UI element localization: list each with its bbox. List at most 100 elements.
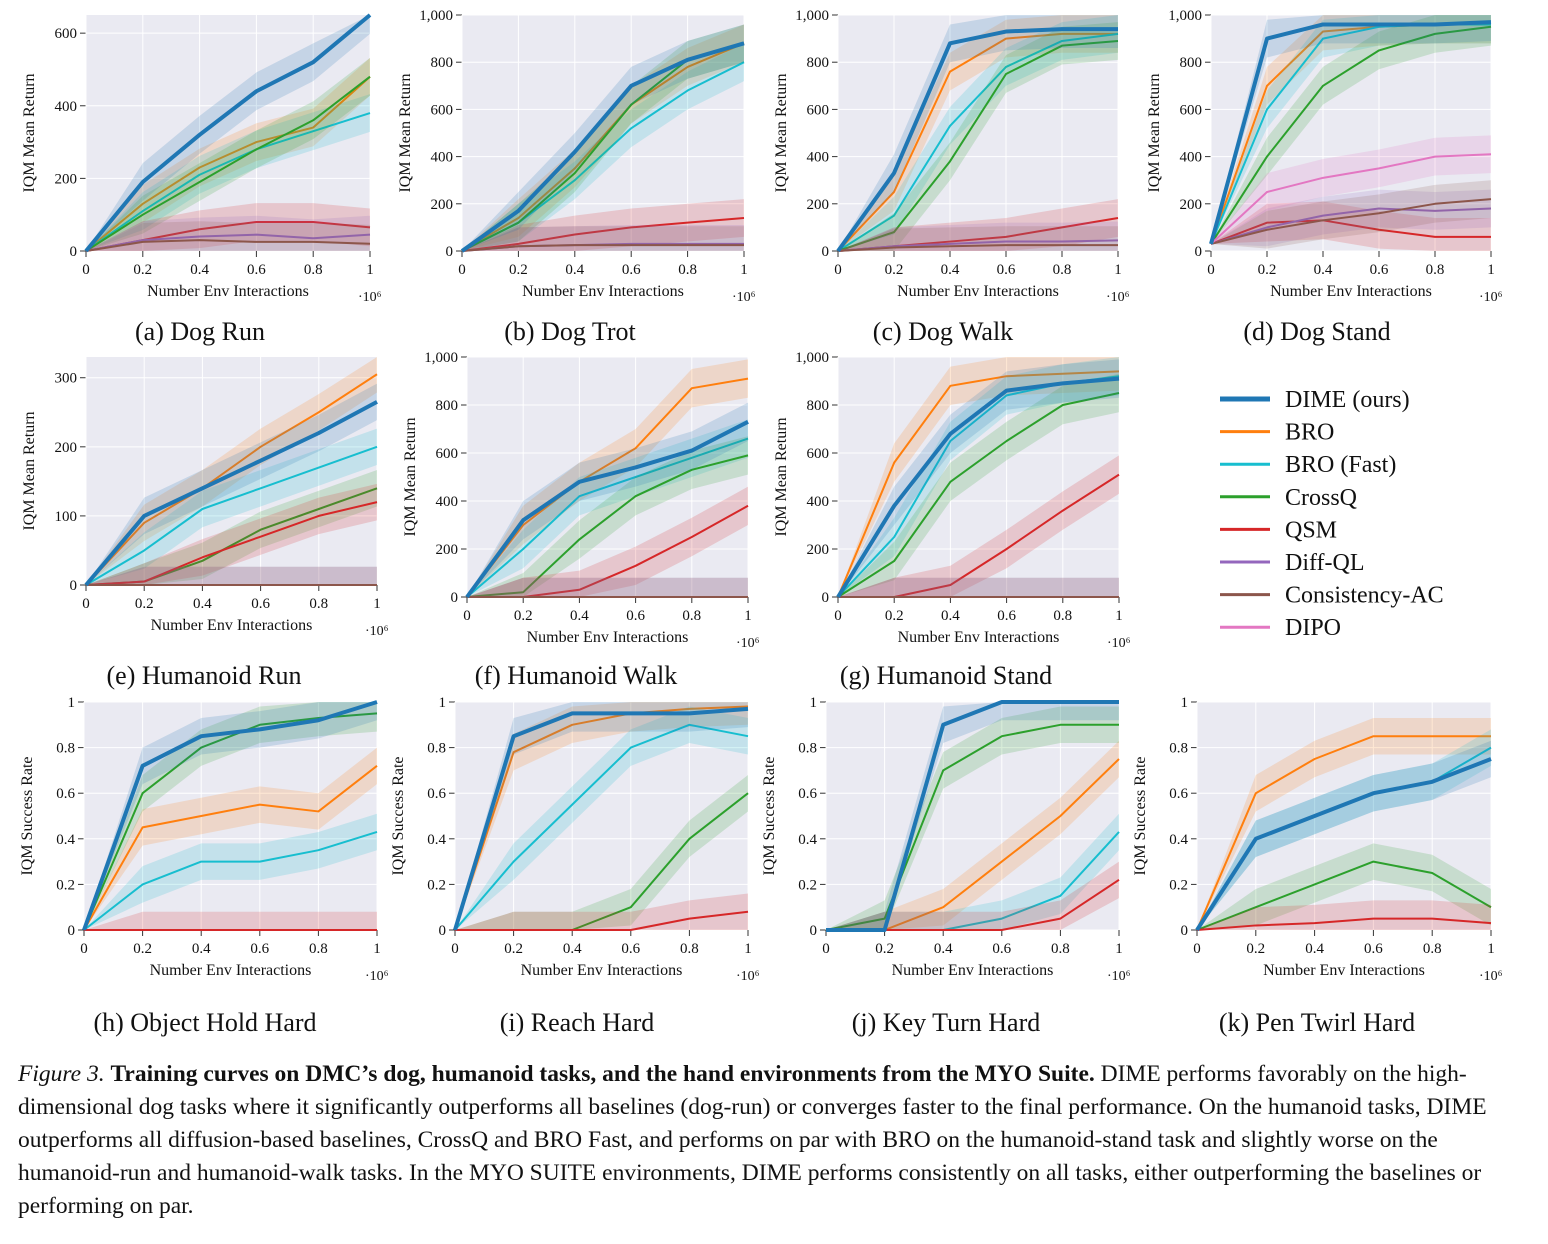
x-axis-label: Number Env Interactions: [521, 962, 683, 979]
series-line: [837, 39, 1119, 252]
series-band: [86, 357, 377, 585]
subplot-9: 0 0.2 0.4 0.6 0.8 1 0 0.2 0.4 0.6 0.8 1 Number Env I…: [390, 695, 760, 1037]
series-line: [1209, 20, 1492, 245]
x-tick-label: 0.4: [934, 941, 953, 957]
series-band: [1211, 189, 1491, 247]
x-axis-label: Number Env Interactions: [522, 283, 684, 300]
legend: DIME (ours) BRO BRO (Fast) CrossQ QSM Diff-QL…: [1220, 387, 1444, 641]
x-tick-label: 0.2: [133, 941, 152, 957]
y-axis-label: IQM Success Rate: [1132, 756, 1149, 875]
series-band: [838, 577, 1119, 597]
series-band: [86, 221, 370, 251]
series-band: [838, 15, 1118, 251]
series-band: [838, 455, 1119, 597]
x-axis-label: Number Env Interactions: [898, 629, 1060, 646]
y-tick-label: 400: [1180, 150, 1203, 166]
y-tick-label: 0: [70, 578, 78, 594]
y-tick-label: 400: [807, 150, 830, 166]
series-line: [85, 112, 371, 252]
x-axis-label: Number Env Interactions: [892, 962, 1054, 979]
series-band: [838, 221, 1118, 251]
series-line: [85, 373, 378, 586]
x-tick-label: 0: [463, 608, 471, 624]
series-line: [1210, 153, 1492, 245]
figure-number: Figure 3.: [18, 1061, 105, 1087]
x-tick-label: 0.2: [875, 941, 894, 957]
x-tick-label: 0: [834, 608, 842, 624]
series-band: [455, 702, 748, 930]
series-line: [84, 400, 378, 587]
x-axis-exponent: ·10⁶: [1479, 290, 1503, 305]
legend-label: CrossQ: [1285, 485, 1357, 511]
subplot-2: 0 200 400 600 800 1,000 0 0.2 0.4 0.6 0.8 1 Number E…: [397, 8, 756, 346]
x-tick-label: 0.4: [192, 941, 211, 957]
y-tick-label: 0: [1195, 244, 1203, 260]
x-tick-label: 0.6: [997, 262, 1016, 278]
series-line: [82, 700, 378, 931]
legend-label: Consistency-AC: [1285, 583, 1444, 609]
series-line: [465, 420, 749, 599]
y-tick-label: 0: [822, 590, 830, 606]
x-tick-label: 1: [1487, 941, 1495, 957]
y-tick-label: 1: [810, 695, 818, 711]
subplot-caption: (h) Object Hold Hard: [93, 1008, 316, 1037]
x-tick-label: 0.8: [678, 262, 697, 278]
y-axis-label: IQM Mean Return: [397, 73, 414, 192]
y-tick-label: 600: [807, 102, 830, 118]
y-tick-label: 0: [810, 923, 818, 939]
y-axis-label: IQM Success Rate: [19, 756, 36, 875]
x-tick-label: 0: [834, 262, 842, 278]
subplot-10: 0 0.2 0.4 0.6 0.8 1 0 0.2 0.4 0.6 0.8 1 Number Env I…: [761, 695, 1131, 1037]
y-tick-label: 600: [1180, 102, 1203, 118]
plot-area: [462, 15, 744, 251]
subplot-caption: (d) Dog Stand: [1243, 317, 1390, 346]
x-tick-label: 0.6: [992, 941, 1011, 957]
x-tick-label: 0: [1193, 941, 1201, 957]
x-tick-label: 0.4: [1314, 262, 1333, 278]
y-tick-label: 0.6: [427, 786, 446, 802]
series-line: [837, 370, 1120, 598]
y-tick-label: 600: [807, 446, 830, 462]
figure-caption-body: DIME performs favorably on the high-dime…: [18, 1061, 1487, 1219]
y-tick-label: 0.2: [1169, 877, 1188, 893]
x-tick-label: 0.2: [514, 608, 533, 624]
subplot-caption: (k) Pen Twirl Hard: [1219, 1008, 1415, 1037]
x-tick-label: 0.2: [885, 608, 904, 624]
x-axis-label: Number Env Interactions: [147, 283, 309, 300]
subplot-8: 0 0.2 0.4 0.6 0.8 1 0 0.2 0.4 0.6 0.8 1 Number Env I…: [19, 695, 389, 1037]
y-tick-label: 0.4: [427, 832, 446, 848]
series-line: [85, 75, 371, 252]
y-tick-label: 0: [446, 244, 454, 260]
series-line: [454, 705, 749, 931]
x-tick-label: 1: [1115, 941, 1123, 957]
x-tick-label: 0.4: [193, 596, 212, 612]
series-line: [455, 910, 749, 931]
series-line: [85, 75, 371, 252]
plot-area: [826, 702, 1119, 930]
series-band: [86, 428, 377, 585]
x-tick-label: 0.6: [997, 608, 1016, 624]
y-tick-label: 600: [436, 446, 459, 462]
y-tick-label: 400: [807, 494, 830, 510]
series-band: [86, 94, 370, 251]
x-axis-exponent: ·10⁶: [1479, 969, 1503, 984]
series-band: [1197, 740, 1491, 930]
y-tick-label: 1,000: [424, 350, 458, 366]
x-tick-label: 0.8: [304, 262, 323, 278]
x-tick-label: 0.8: [1053, 262, 1072, 278]
subplot-5: 0 100 200 300 0 0.2 0.4 0.6 0.8 1 Number Env Inter…: [21, 357, 389, 690]
series-line: [466, 377, 749, 598]
x-tick-label: 0: [1207, 262, 1215, 278]
x-tick-label: 0.2: [133, 262, 152, 278]
y-tick-label: 1: [68, 695, 76, 711]
y-tick-label: 0.8: [1169, 741, 1188, 757]
x-tick-label: 0.4: [1305, 941, 1324, 957]
x-tick-label: 0.6: [626, 608, 645, 624]
series-band: [467, 402, 748, 597]
series-band: [838, 577, 1119, 597]
series-band: [84, 813, 377, 930]
y-tick-label: 0.6: [798, 786, 817, 802]
y-tick-label: 600: [431, 102, 454, 118]
series-line: [1210, 198, 1492, 245]
series-band: [1211, 201, 1491, 251]
